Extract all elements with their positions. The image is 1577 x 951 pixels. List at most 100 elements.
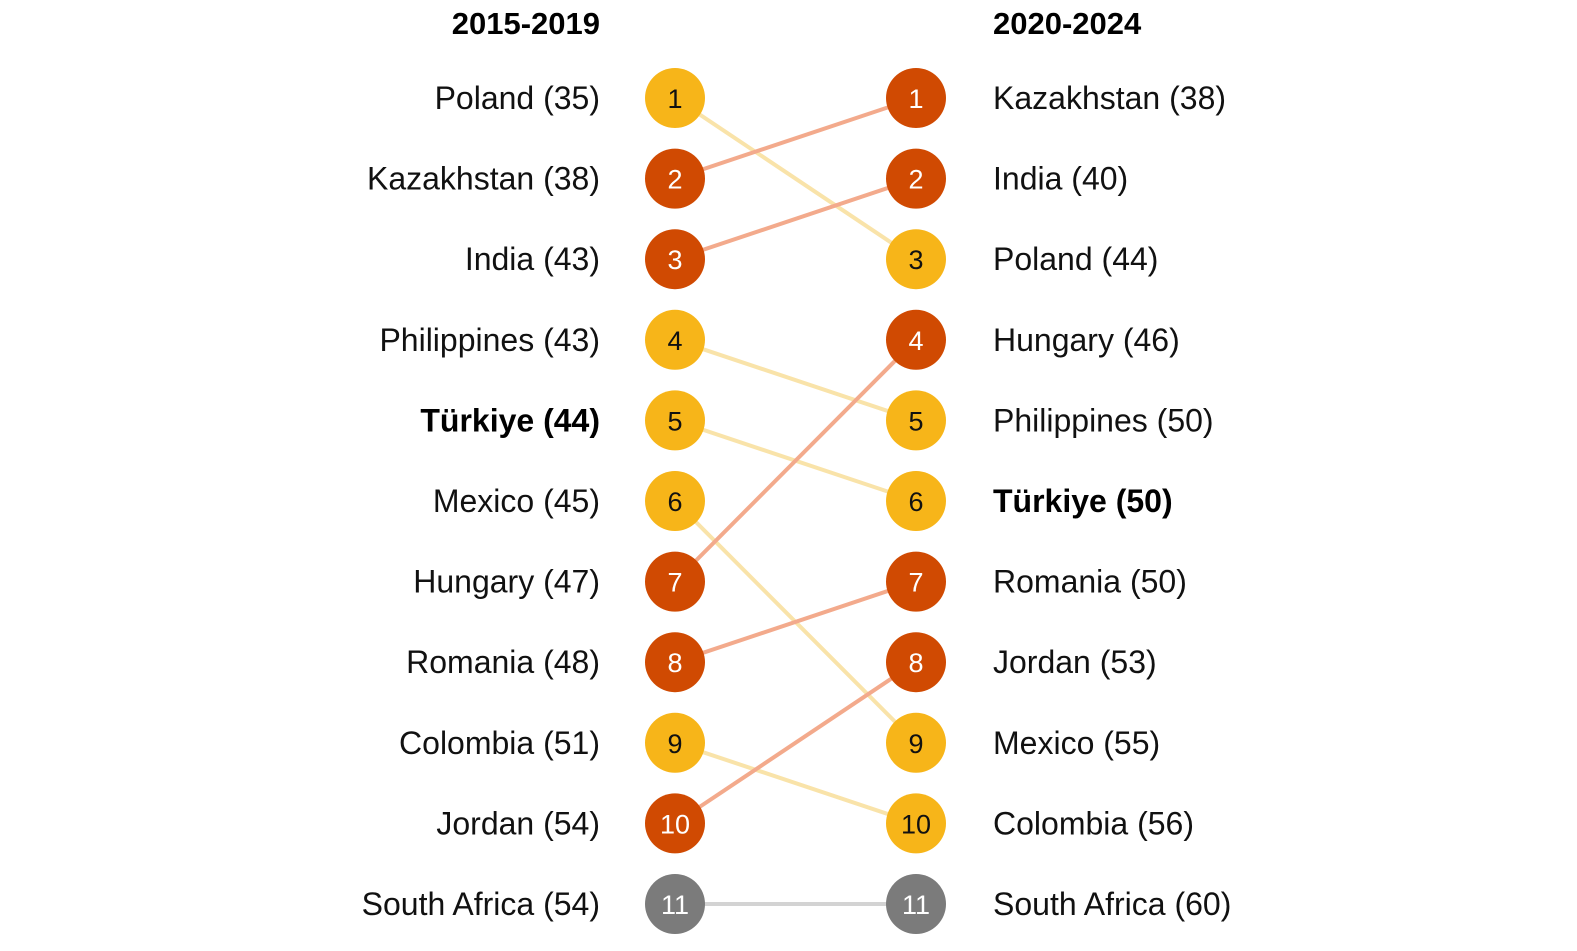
rank-number: 9	[908, 729, 923, 759]
node-left-kazakhstan: 2 Kazakhstan (38)	[367, 148, 705, 209]
country-label: South Africa (54)	[362, 886, 600, 922]
rank-number: 5	[908, 406, 923, 436]
rank-number: 11	[902, 890, 930, 920]
node-left-poland: 1 Poland (35)	[435, 68, 705, 128]
node-right-türkiye: 6 Türkiye (50)	[886, 471, 1173, 531]
column-title-left: 2015-2019	[452, 6, 600, 41]
country-label: Mexico (45)	[433, 483, 600, 519]
rank-number: 4	[667, 326, 682, 356]
node-left-mexico: 6 Mexico (45)	[433, 471, 705, 531]
rank-circle	[645, 390, 705, 451]
rank-number: 6	[908, 487, 923, 517]
rank-circle	[645, 229, 705, 290]
link-hungary	[673, 338, 918, 584]
rank-circle	[645, 309, 705, 370]
node-left-colombia: 9 Colombia (51)	[399, 712, 705, 773]
node-left-india: 3 India (43)	[465, 229, 705, 290]
rank-circle	[645, 551, 705, 612]
rank-circle	[886, 551, 946, 612]
node-left-türkiye: 5 Türkiye (44)	[420, 390, 705, 451]
rank-number: 8	[908, 648, 923, 678]
node-left-hungary: 7 Hungary (47)	[413, 551, 705, 612]
node-left-jordan: 10 Jordan (54)	[436, 793, 705, 854]
node-right-romania: 7 Romania (50)	[886, 551, 1187, 612]
link-kazakhstan	[674, 96, 917, 181]
rank-circle	[886, 874, 946, 934]
rank-circle	[645, 68, 705, 128]
country-label: Türkiye (44)	[420, 402, 600, 438]
rank-number: 8	[667, 648, 682, 678]
country-label: Mexico (55)	[993, 725, 1160, 761]
country-label: South Africa (60)	[993, 886, 1231, 922]
country-label: Hungary (46)	[993, 322, 1180, 358]
rank-nodes: 1 Poland (35) 2 Kazakhstan (38) 3 India (43) 4…	[362, 68, 1231, 934]
rank-circle	[886, 471, 946, 531]
link-romania	[674, 579, 917, 665]
rank-number: 3	[667, 245, 682, 275]
node-right-hungary: 4 Hungary (46)	[886, 309, 1180, 370]
rank-circle	[886, 390, 946, 451]
rank-circle	[886, 148, 946, 209]
country-label: Philippines (50)	[993, 402, 1214, 438]
rank-number: 9	[667, 729, 682, 759]
rank-circle	[886, 229, 946, 290]
link-india	[674, 176, 917, 262]
node-right-jordan: 8 Jordan (53)	[886, 632, 1157, 693]
rank-circle	[886, 712, 946, 773]
rank-number: 2	[908, 165, 923, 195]
rank-circle	[886, 793, 946, 854]
node-left-romania: 8 Romania (48)	[406, 632, 705, 693]
country-label: India (43)	[465, 241, 600, 277]
country-label: Philippines (43)	[379, 322, 600, 358]
node-right-mexico: 9 Mexico (55)	[886, 712, 1160, 773]
link-jordan	[673, 660, 918, 826]
country-label: Kazakhstan (38)	[367, 161, 600, 197]
rank-number: 1	[667, 84, 682, 114]
country-label: Jordan (53)	[993, 644, 1157, 680]
country-label: Romania (50)	[993, 564, 1187, 600]
column-title-right: 2020-2024	[993, 6, 1142, 41]
node-right-kazakhstan: 1 Kazakhstan (38)	[886, 68, 1226, 128]
rank-circle	[886, 68, 946, 128]
link-philippines	[674, 337, 917, 423]
rank-circle	[645, 632, 705, 693]
country-label: Hungary (47)	[413, 564, 600, 600]
rank-circle	[645, 793, 705, 854]
rank-circle	[886, 632, 946, 693]
rank-number: 10	[901, 809, 931, 839]
rank-number: 3	[908, 245, 923, 275]
node-right-south-africa: 11 South Africa (60)	[886, 874, 1231, 934]
rank-number: 10	[660, 809, 690, 839]
node-left-philippines: 4 Philippines (43)	[379, 309, 705, 370]
country-label: Romania (48)	[406, 644, 600, 680]
rank-change-links	[673, 96, 918, 906]
country-label: Poland (35)	[435, 80, 600, 116]
rank-number: 2	[667, 165, 682, 195]
country-label: Türkiye (50)	[993, 483, 1173, 519]
link-poland	[673, 96, 918, 261]
link-colombia	[674, 740, 917, 826]
rank-number: 7	[908, 568, 923, 598]
rank-number: 4	[908, 326, 923, 356]
country-label: Jordan (54)	[436, 805, 600, 841]
country-label: Colombia (56)	[993, 805, 1194, 841]
node-right-philippines: 5 Philippines (50)	[886, 390, 1214, 451]
rank-number: 6	[667, 487, 682, 517]
country-label: Kazakhstan (38)	[993, 80, 1226, 116]
country-label: India (40)	[993, 161, 1128, 197]
rank-number: 7	[667, 568, 682, 598]
rank-number: 1	[908, 84, 923, 114]
rank-circle	[645, 148, 705, 209]
rank-circle	[645, 471, 705, 531]
node-right-india: 2 India (40)	[886, 148, 1128, 209]
rank-circle	[645, 874, 705, 934]
node-right-colombia: 10 Colombia (56)	[886, 793, 1194, 854]
node-left-south-africa: 11 South Africa (54)	[362, 874, 705, 934]
rank-number: 11	[661, 890, 689, 920]
rank-circle	[886, 309, 946, 370]
rank-number: 5	[667, 406, 682, 436]
node-right-poland: 3 Poland (44)	[886, 229, 1158, 290]
country-label: Poland (44)	[993, 241, 1158, 277]
rank-circle	[645, 712, 705, 773]
